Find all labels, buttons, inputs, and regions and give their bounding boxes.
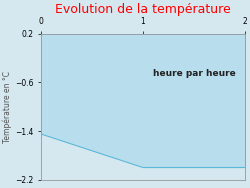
Title: Evolution de la température: Evolution de la température [55, 3, 231, 16]
Text: heure par heure: heure par heure [152, 69, 235, 78]
Y-axis label: Température en °C: Température en °C [3, 71, 12, 143]
